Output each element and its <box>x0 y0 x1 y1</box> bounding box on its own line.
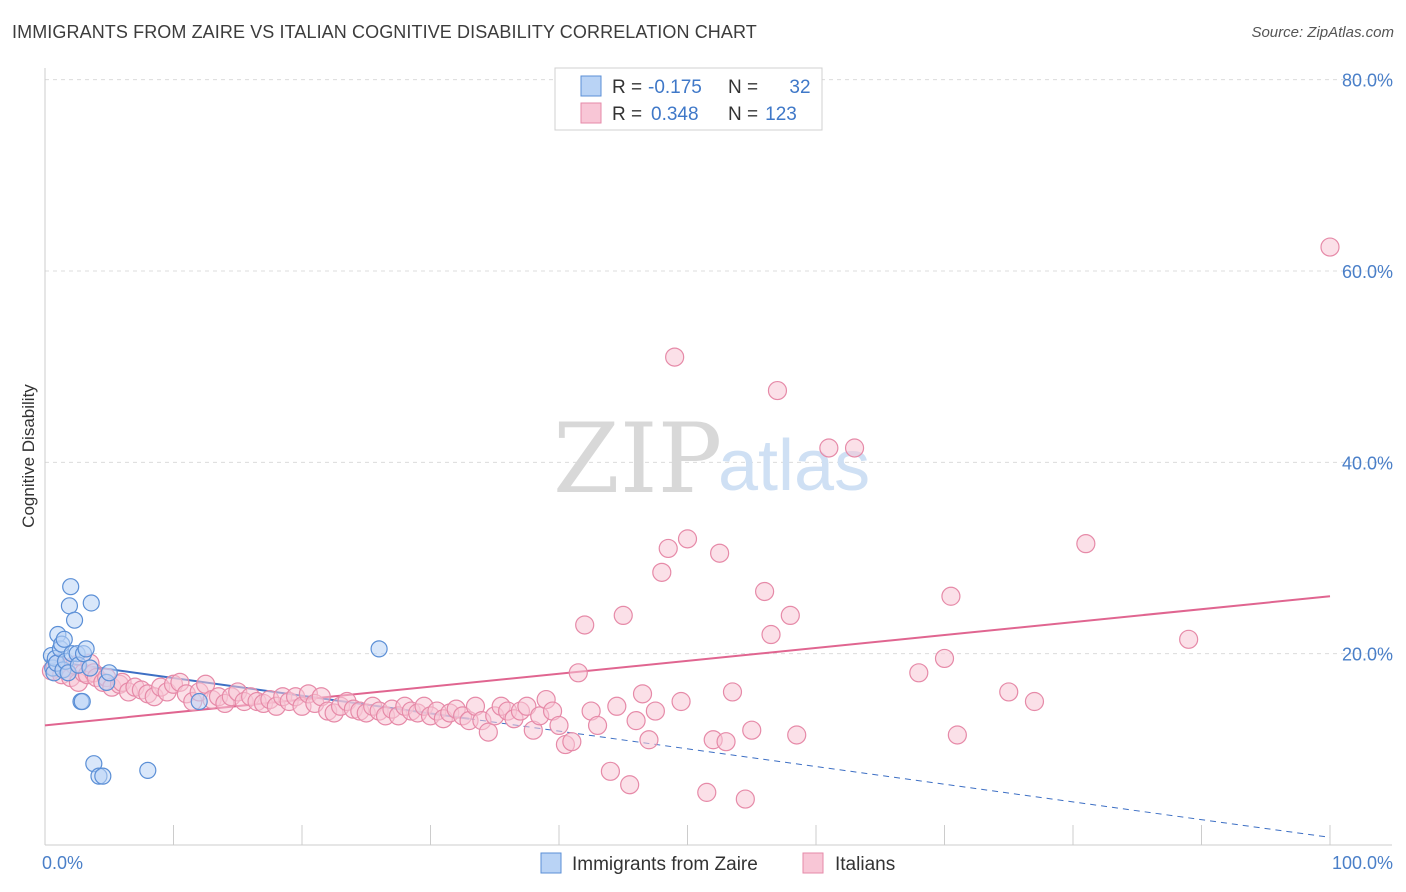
point-italians-102 <box>665 347 685 367</box>
point-italians-114 <box>767 380 788 401</box>
legend-n-label-1: N = <box>728 104 758 125</box>
x-tick-label-max: 100.0% <box>1332 853 1393 873</box>
point-italians-74 <box>478 722 498 742</box>
point-italians-93 <box>607 696 627 716</box>
bottom-legend-swatch-blue <box>540 852 562 874</box>
watermark-atlas: atlas <box>718 426 870 506</box>
point-italians-113 <box>761 624 781 645</box>
point-italians-92 <box>600 761 621 781</box>
point-italians-109 <box>722 682 743 702</box>
point-zaire-12 <box>60 597 79 615</box>
bottom-legend: Immigrants from Zaire Italians <box>540 852 895 875</box>
point-italians-88 <box>568 663 588 683</box>
point-italians-103 <box>671 691 691 712</box>
point-italians-122 <box>947 725 967 745</box>
legend-r-value-0: -0.175 <box>648 77 702 98</box>
point-italians-127 <box>1320 237 1340 257</box>
point-italians-120 <box>934 648 955 669</box>
point-italians-116 <box>787 725 807 745</box>
point-zaire-26 <box>94 767 112 785</box>
chart-title: IMMIGRANTS FROM ZAIRE VS ITALIAN COGNITI… <box>12 22 757 42</box>
point-italians-108 <box>716 732 736 752</box>
legend-n-label-0: N = <box>728 77 758 98</box>
point-italians-107 <box>710 543 730 563</box>
legend-box: R = -0.175 N = 32 R = 0.348 N = 123 <box>554 67 823 131</box>
y-tick-label-20: 20.0% <box>1342 645 1393 665</box>
legend-n-value-1: 123 <box>765 104 797 125</box>
data-points <box>41 237 1340 809</box>
y-tick-label-40: 40.0% <box>1342 453 1393 473</box>
bottom-legend-swatch-pink <box>802 852 824 874</box>
grid-lines <box>45 79 1392 655</box>
y-tick-label-80: 80.0% <box>1342 71 1393 91</box>
legend-swatch-blue <box>580 75 602 97</box>
point-italians-105 <box>697 782 717 802</box>
point-italians-95 <box>620 775 640 795</box>
point-zaire-19 <box>73 692 91 711</box>
chart-source: Source: ZipAtlas.com <box>1251 24 1394 41</box>
legend-swatch-pink <box>580 102 602 124</box>
point-zaire-22 <box>81 659 99 677</box>
bottom-legend-label-0: Immigrants from Zaire <box>572 854 758 875</box>
trendline-zaire-extension <box>468 718 1331 838</box>
axes <box>44 68 1392 846</box>
y-tick-label-60: 60.0% <box>1342 262 1393 282</box>
point-italians-111 <box>742 720 762 740</box>
point-italians-98 <box>639 730 659 750</box>
point-italians-87 <box>562 732 582 752</box>
point-italians-100 <box>652 562 672 582</box>
legend-r-label-0: R = <box>612 77 642 98</box>
point-zaire-31 <box>100 664 118 682</box>
point-italians-104 <box>677 529 698 549</box>
point-italians-91 <box>587 715 608 736</box>
point-italians-125 <box>1076 534 1096 554</box>
point-italians-123 <box>999 682 1019 702</box>
legend-n-value-0: 32 <box>789 77 810 98</box>
point-italians-96 <box>626 711 646 731</box>
point-italians-94 <box>613 605 633 626</box>
point-zaire-13 <box>62 578 80 596</box>
point-italians-97 <box>632 684 653 704</box>
point-zaire-23 <box>82 594 100 612</box>
point-italians-126 <box>1179 629 1199 649</box>
point-italians-99 <box>645 701 665 721</box>
point-italians-89 <box>575 615 595 635</box>
point-zaire-9 <box>55 630 73 648</box>
legend-r-value-1: 0.348 <box>651 104 699 125</box>
point-italians-115 <box>780 605 800 626</box>
bottom-legend-label-1: Italians <box>835 854 895 875</box>
point-zaire-29 <box>190 692 208 711</box>
point-italians-117 <box>819 438 839 458</box>
point-zaire-30 <box>370 640 388 658</box>
point-italians-110 <box>735 789 755 809</box>
point-italians-80 <box>517 696 537 716</box>
tick-labels: 20.0% 40.0% 60.0% 80.0% 0.0% 100.0% <box>42 71 1393 873</box>
point-italians-118 <box>844 438 865 458</box>
point-italians-101 <box>658 538 678 559</box>
point-italians-112 <box>754 581 775 602</box>
point-zaire-28 <box>139 761 157 779</box>
point-italians-124 <box>1024 691 1045 712</box>
x-tick-label-min: 0.0% <box>42 853 83 873</box>
trendlines <box>44 595 1331 838</box>
legend-r-label-1: R = <box>612 104 642 125</box>
point-zaire-15 <box>65 611 84 629</box>
watermark-zip: ZIP <box>553 403 722 515</box>
point-zaire-21 <box>77 640 95 658</box>
y-axis-label: Cognitive Disability <box>19 384 38 528</box>
point-italians-85 <box>549 715 569 736</box>
point-italians-121 <box>941 586 961 606</box>
point-italians-119 <box>909 663 929 683</box>
